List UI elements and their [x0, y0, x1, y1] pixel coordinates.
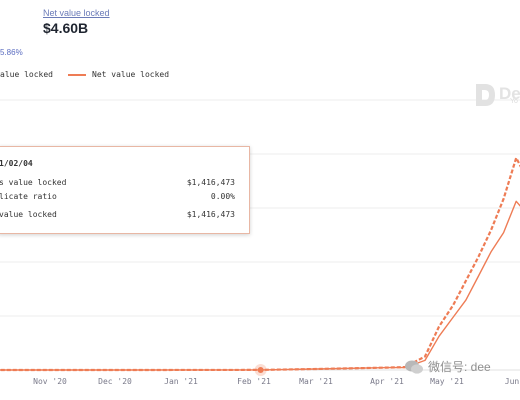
- legend-gross-label: alue locked: [0, 70, 53, 79]
- x-tick-label: Jun: [505, 377, 520, 386]
- legend-net-swatch: [68, 73, 86, 76]
- x-tick-label: Dec '20: [98, 377, 132, 386]
- x-tick-label: Jan '21: [164, 377, 198, 386]
- watermark-logo-icon: [476, 84, 496, 106]
- tooltip-row-label: s value locked: [0, 178, 67, 187]
- tooltip-row: value locked $1,416,473: [0, 210, 235, 219]
- net-value-label[interactable]: Net value locked: [43, 8, 110, 18]
- tooltip-row-label: value locked: [0, 210, 57, 219]
- wechat-label: 微信号: dee: [428, 360, 491, 374]
- watermark-text: De: [499, 84, 520, 103]
- legend-net-label: Net value locked: [92, 70, 170, 79]
- wechat-watermark: 微信号: dee: [404, 358, 491, 375]
- grid-lines: [0, 99, 520, 371]
- tooltip-row: s value locked $1,416,473: [0, 178, 235, 187]
- hover-marker-dot: [257, 367, 264, 373]
- tooltip-date: 1/02/04: [0, 159, 33, 168]
- tooltip-row-label: licate ratio: [0, 192, 57, 201]
- x-axis-ticks: Nov '20 Dec '20 Jan '21 Feb '21 Mar '21 Apr '…: [33, 377, 519, 386]
- x-tick-label: Apr '21: [370, 377, 404, 386]
- watermark-subtext: Yo: [510, 98, 518, 105]
- hover-marker: [254, 364, 267, 376]
- tooltip-row: licate ratio 0.00%: [0, 192, 235, 201]
- series-line-gross-value-locked: [0, 156, 520, 372]
- x-tick-label: Nov '20: [33, 377, 67, 386]
- series-lines: [0, 156, 520, 372]
- x-tick-label: Feb '21: [237, 377, 271, 386]
- x-tick-label: Mar '21: [299, 377, 333, 386]
- partial-stat-change: 5.86%: [0, 48, 23, 57]
- legend-gross[interactable]: alue locked: [0, 70, 53, 79]
- tooltip-row-value: $1,416,473: [186, 178, 235, 187]
- chart-tooltip: 1/02/04 s value locked $1,416,473 licate…: [0, 146, 250, 234]
- net-value-stat: Net value locked $4.60B: [43, 8, 110, 36]
- net-value-amount: $4.60B: [43, 20, 89, 36]
- legend-net[interactable]: Net value locked: [68, 70, 169, 79]
- tooltip-row-value: 0.00%: [210, 192, 235, 201]
- x-tick-label: May '21: [430, 377, 464, 386]
- wechat-icon: [405, 360, 423, 374]
- series-line-net-value-locked: [0, 200, 520, 371]
- tooltip-row-value: $1,416,473: [186, 210, 235, 219]
